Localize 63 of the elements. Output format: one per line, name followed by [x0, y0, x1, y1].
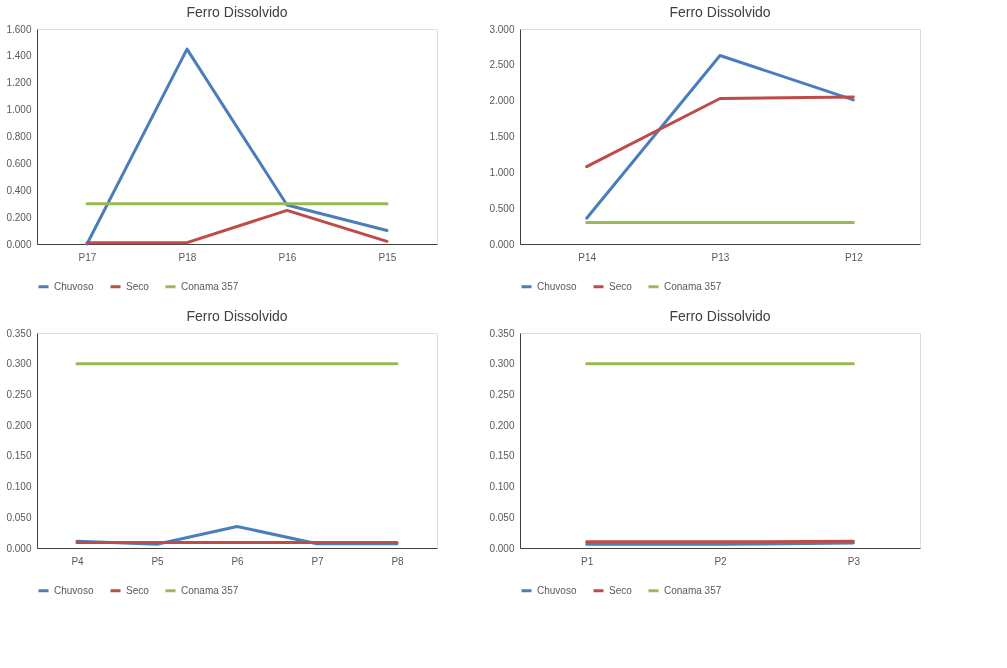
legend-label: Conama 357 [664, 280, 722, 292]
y-tick-label: 1.600 [6, 23, 32, 35]
x-tick-label: P17 [78, 251, 97, 263]
y-tick-label: 1.000 [6, 104, 32, 116]
y-tick-label: 0.250 [6, 388, 32, 400]
x-tick-label: P15 [378, 251, 397, 263]
y-tick-label: 1.400 [6, 50, 32, 62]
legend-label: Chuvoso [537, 280, 577, 292]
x-tick-label: P3 [847, 555, 861, 567]
chart-title: Ferro Dissolvido [669, 308, 771, 324]
x-tick-label: P6 [231, 555, 245, 567]
legend-label: Chuvoso [537, 584, 577, 596]
legend-label: Seco [609, 584, 633, 596]
y-tick-label: 1.500 [489, 131, 515, 142]
y-tick-label: 1.200 [6, 77, 32, 89]
legend-label: Seco [126, 584, 150, 596]
x-tick-label: P7 [311, 555, 325, 567]
chart-title: Ferro Dissolvido [186, 308, 288, 324]
legend-label: Seco [609, 280, 633, 292]
y-tick-label: 2.500 [489, 59, 515, 71]
y-tick-label: 0.300 [489, 358, 515, 370]
y-tick-label: 0.000 [489, 238, 515, 250]
legend-label: Conama 357 [664, 584, 722, 596]
y-tick-label: 0.050 [489, 511, 515, 523]
y-tick-label: 1.000 [489, 166, 515, 178]
y-tick-label: 3.000 [489, 23, 515, 35]
y-tick-label: 0.300 [6, 358, 32, 370]
y-tick-label: 0.000 [6, 542, 32, 554]
legend-label: Chuvoso [54, 280, 94, 292]
y-tick-label: 2.000 [489, 95, 515, 107]
y-tick-label: 0.800 [6, 131, 32, 142]
y-tick-label: 0.350 [489, 327, 515, 339]
y-tick-label: 0.150 [6, 450, 32, 462]
y-tick-label: 0.000 [489, 542, 515, 554]
legend-label: Conama 357 [181, 584, 239, 596]
chart-title: Ferro Dissolvido [186, 4, 288, 20]
x-tick-label: P5 [151, 555, 165, 567]
y-tick-label: 0.150 [489, 450, 515, 462]
x-tick-label: P2 [714, 555, 728, 567]
y-tick-label: 0.100 [6, 481, 32, 493]
x-tick-label: P18 [178, 251, 197, 263]
legend-label: Chuvoso [54, 584, 94, 596]
x-tick-label: P8 [391, 555, 405, 567]
y-tick-label: 0.400 [6, 184, 32, 196]
x-tick-label: P4 [71, 555, 85, 567]
x-tick-label: P16 [278, 251, 297, 263]
x-tick-label: P12 [844, 251, 864, 263]
y-tick-label: 0.500 [489, 202, 515, 214]
x-tick-label: P13 [711, 251, 730, 263]
x-tick-label: P14 [578, 251, 597, 263]
y-tick-label: 0.000 [6, 238, 32, 250]
y-tick-label: 0.600 [6, 157, 32, 169]
y-tick-label: 0.100 [489, 481, 515, 493]
y-tick-label: 0.200 [6, 419, 32, 431]
legend-label: Conama 357 [181, 280, 239, 292]
y-tick-label: 0.250 [489, 388, 515, 400]
y-tick-label: 0.050 [6, 511, 32, 523]
y-tick-label: 0.200 [6, 211, 32, 223]
chart-title: Ferro Dissolvido [669, 4, 771, 20]
y-tick-label: 0.350 [6, 327, 32, 339]
legend-label: Seco [126, 280, 150, 292]
x-tick-label: P1 [581, 555, 594, 567]
y-tick-label: 0.200 [489, 419, 515, 431]
